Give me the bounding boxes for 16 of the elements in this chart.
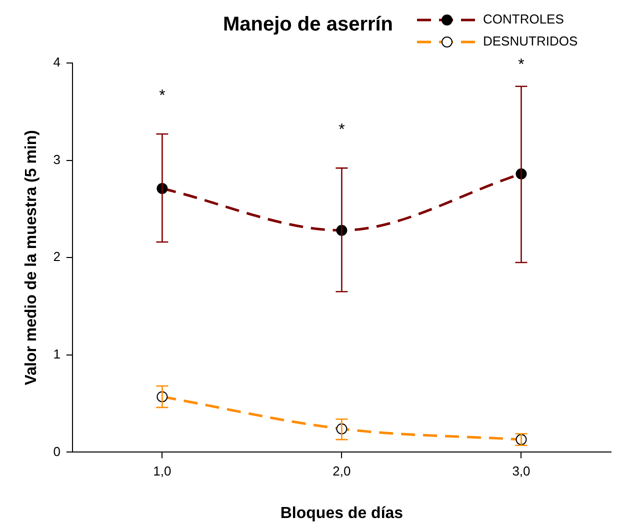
annotation: *	[338, 121, 345, 138]
y-tick-label: 4	[53, 54, 60, 70]
y-tick-label: 1	[53, 346, 60, 362]
x-tick-label: 2,0	[332, 464, 351, 479]
annotation: *	[159, 87, 166, 104]
x-tick-label: 1,0	[153, 464, 172, 479]
annotation: *	[518, 56, 524, 74]
chart-title: Manejo de aserrín	[222, 14, 394, 36]
x-tick-label: 3,0	[512, 464, 530, 479]
y-tick-label: 0	[53, 444, 60, 459]
legend-label: DESNUTRIDOS	[483, 34, 578, 49]
x-axis-title: Bloques de días	[280, 504, 404, 522]
legend-label: CONTROLES	[483, 12, 564, 27]
y-tick-label: 2	[53, 249, 60, 264]
y-axis-title: Valor medio de la muestra (5 min)	[23, 130, 40, 386]
y-tick-label: 3	[53, 152, 60, 167]
